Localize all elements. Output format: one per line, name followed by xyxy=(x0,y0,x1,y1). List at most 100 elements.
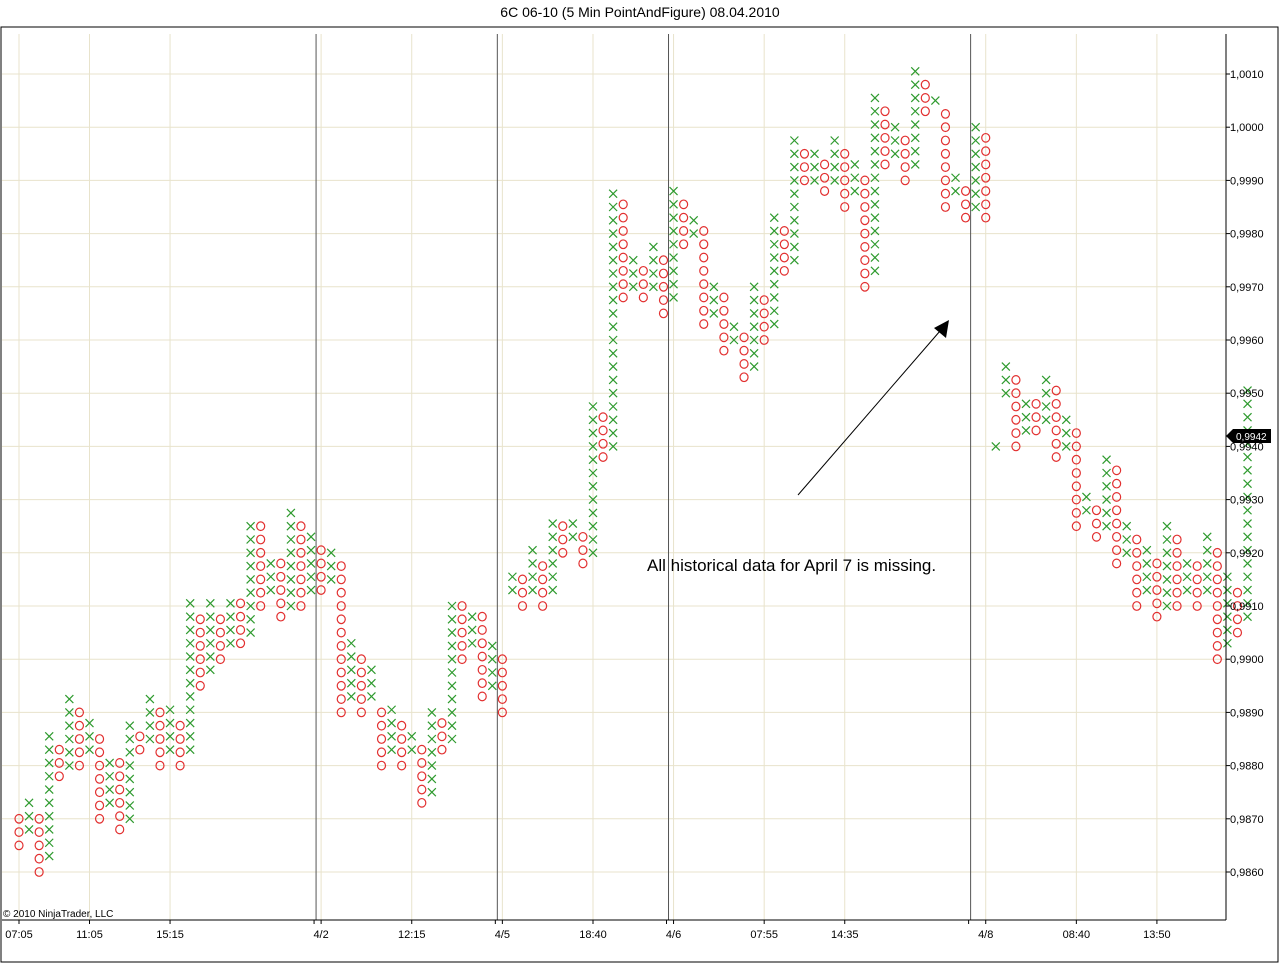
o-mark xyxy=(1212,627,1222,638)
x-mark xyxy=(870,160,880,169)
x-column xyxy=(628,255,638,292)
x-mark xyxy=(548,585,558,595)
x-mark xyxy=(1041,375,1051,385)
x-mark xyxy=(729,335,739,345)
x-column xyxy=(286,508,296,611)
o-mark xyxy=(195,654,205,665)
x-mark xyxy=(870,133,880,143)
o-mark xyxy=(981,159,991,170)
x-mark xyxy=(910,106,920,116)
x-mark xyxy=(548,519,558,528)
y-tick-label: 0,9980 xyxy=(1230,229,1264,241)
x-mark xyxy=(1243,585,1252,595)
x-mark xyxy=(447,707,457,717)
o-mark xyxy=(1152,611,1162,622)
o-mark xyxy=(719,332,729,343)
x-mark xyxy=(427,734,437,744)
o-mark xyxy=(799,162,810,173)
x-mark xyxy=(205,598,215,608)
o-column xyxy=(618,199,628,303)
x-mark xyxy=(870,93,880,103)
o-mark xyxy=(840,202,850,212)
o-column xyxy=(699,226,709,329)
o-mark xyxy=(759,335,769,345)
x-mark xyxy=(1001,362,1011,372)
x-mark xyxy=(709,282,719,292)
o-column xyxy=(215,614,225,665)
o-mark xyxy=(940,108,951,119)
x-mark xyxy=(1243,479,1252,489)
o-mark xyxy=(135,731,145,742)
x-mark xyxy=(447,668,457,677)
o-mark xyxy=(638,279,648,290)
o-mark xyxy=(981,146,991,157)
x-mark xyxy=(548,559,558,568)
o-mark xyxy=(1112,465,1122,476)
x-mark xyxy=(1102,495,1111,505)
x-mark xyxy=(125,774,135,784)
annotation: All historical data for April 7 is missi… xyxy=(647,320,949,575)
o-column xyxy=(759,295,769,345)
o-mark xyxy=(1011,388,1021,399)
o-mark xyxy=(94,734,105,744)
o-mark xyxy=(538,574,548,585)
o-mark xyxy=(1212,641,1222,651)
x-mark xyxy=(185,625,195,635)
o-mark xyxy=(840,162,850,173)
x-mark xyxy=(548,545,558,555)
x-mark xyxy=(367,678,376,688)
x-column xyxy=(669,186,678,302)
o-mark xyxy=(719,305,729,316)
o-mark xyxy=(376,720,387,731)
o-mark xyxy=(1152,598,1162,609)
o-mark xyxy=(336,574,346,585)
x-mark xyxy=(487,654,497,664)
x-mark xyxy=(749,322,759,332)
o-mark xyxy=(1071,494,1081,505)
o-mark xyxy=(840,188,850,199)
o-column xyxy=(578,531,588,569)
x-mark xyxy=(608,375,618,385)
o-mark xyxy=(1091,518,1102,529)
x-column xyxy=(930,96,940,106)
x-column xyxy=(407,731,417,755)
o-mark xyxy=(819,172,830,183)
x-mark xyxy=(1243,465,1252,475)
x-mark xyxy=(588,428,598,438)
o-mark xyxy=(840,175,850,186)
o-mark xyxy=(538,587,548,598)
x-mark xyxy=(1202,532,1212,542)
x-mark xyxy=(1243,399,1252,409)
x-mark xyxy=(185,745,195,755)
o-mark xyxy=(1112,478,1122,489)
x-mark xyxy=(789,162,799,172)
x-mark xyxy=(64,761,74,771)
x-mark xyxy=(1081,492,1091,502)
x-mark xyxy=(326,561,336,571)
x-column xyxy=(165,705,175,755)
x-mark xyxy=(528,572,537,582)
x-column xyxy=(44,731,54,861)
x-mark xyxy=(427,707,437,717)
o-mark xyxy=(477,664,487,675)
o-mark xyxy=(940,148,951,159)
session-separators xyxy=(315,34,972,920)
o-mark xyxy=(558,521,568,532)
x-mark xyxy=(246,588,256,598)
o-mark xyxy=(799,175,810,186)
o-mark xyxy=(860,202,870,212)
y-tick-label: 0,9920 xyxy=(1230,548,1264,560)
o-mark xyxy=(356,654,366,665)
o-mark xyxy=(235,638,246,649)
x-column xyxy=(447,601,457,744)
x-mark xyxy=(306,572,316,582)
o-mark xyxy=(1192,561,1202,571)
x-mark xyxy=(205,612,215,622)
x-mark xyxy=(246,601,256,611)
o-mark xyxy=(497,707,507,718)
x-mark xyxy=(870,146,880,156)
x-mark xyxy=(870,226,880,236)
o-mark xyxy=(477,651,487,662)
o-mark xyxy=(336,561,346,571)
x-column xyxy=(64,694,74,771)
